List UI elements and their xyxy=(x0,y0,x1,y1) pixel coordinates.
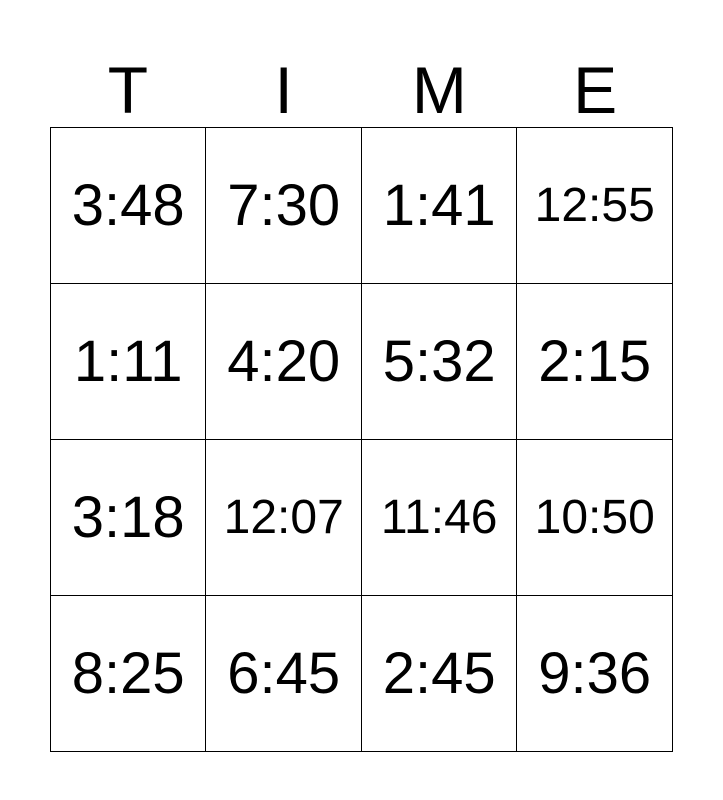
bingo-cell[interactable]: 9:36 xyxy=(516,595,673,752)
bingo-grid: 3:48 7:30 1:41 12:55 1:11 4:20 5:32 2:15… xyxy=(49,127,673,752)
bingo-cell[interactable]: 12:55 xyxy=(516,127,673,284)
bingo-cell[interactable]: 2:15 xyxy=(516,283,673,440)
bingo-card: T I M E 3:48 7:30 1:41 12:55 1:11 4:20 5… xyxy=(49,0,673,752)
bingo-cell[interactable]: 8:25 xyxy=(49,595,207,752)
bingo-cell[interactable]: 10:50 xyxy=(516,439,673,596)
bingo-row: 8:25 6:45 2:45 9:36 xyxy=(49,595,673,752)
bingo-row: 1:11 4:20 5:32 2:15 xyxy=(49,283,673,440)
bingo-cell[interactable]: 7:30 xyxy=(205,127,362,284)
bingo-cell[interactable]: 3:18 xyxy=(49,439,207,596)
bingo-row: 3:18 12:07 11:46 10:50 xyxy=(49,439,673,596)
bingo-cell[interactable]: 1:41 xyxy=(360,127,518,284)
bingo-cell[interactable]: 5:32 xyxy=(360,283,518,440)
card-title-row: T I M E xyxy=(50,0,673,127)
title-letter-t: T xyxy=(107,53,149,127)
title-letter-e: E xyxy=(573,53,618,127)
bingo-cell[interactable]: 4:20 xyxy=(205,283,362,440)
bingo-cell[interactable]: 12:07 xyxy=(205,439,362,596)
bingo-cell[interactable]: 3:48 xyxy=(49,127,207,284)
title-letter-i: I xyxy=(274,53,293,127)
bingo-row: 3:48 7:30 1:41 12:55 xyxy=(49,127,673,284)
title-letter-m: M xyxy=(411,53,467,127)
bingo-cell[interactable]: 11:46 xyxy=(360,439,518,596)
bingo-cell[interactable]: 6:45 xyxy=(205,595,362,752)
bingo-cell[interactable]: 1:11 xyxy=(49,283,207,440)
bingo-cell[interactable]: 2:45 xyxy=(360,595,518,752)
